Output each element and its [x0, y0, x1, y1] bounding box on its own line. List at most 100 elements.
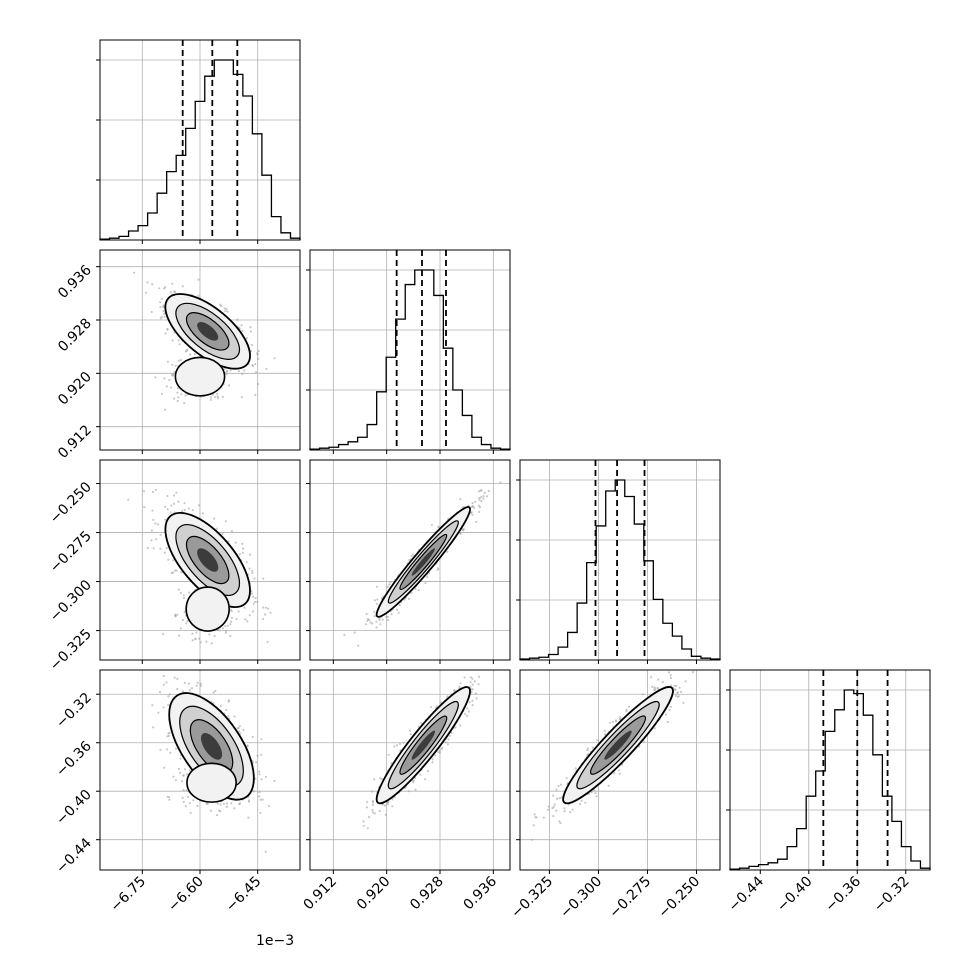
scatter-point — [222, 802, 225, 805]
scatter-point — [245, 337, 248, 340]
scatter-point — [237, 610, 240, 613]
scatter-point — [181, 618, 184, 622]
scatter-point — [436, 568, 439, 571]
scatter-point — [166, 494, 169, 498]
scatter-point — [249, 553, 252, 556]
scatter-point — [373, 610, 376, 613]
scatter-point — [182, 800, 185, 804]
panel-frame — [729, 669, 931, 871]
scatter-point — [225, 370, 228, 373]
scatter-point — [213, 517, 216, 520]
scatter-point — [162, 706, 165, 709]
scatter-point — [181, 690, 185, 693]
scatter-point — [388, 583, 391, 586]
density-contour — [411, 548, 435, 576]
scatter-point — [580, 799, 583, 802]
scatter-point — [378, 617, 381, 620]
scatter-point — [146, 281, 149, 284]
scatter-point — [251, 735, 254, 739]
scatter-point — [471, 683, 474, 686]
scatter-point — [162, 309, 165, 313]
density-contour — [197, 322, 219, 341]
x-tick-label: −0.325 — [508, 874, 556, 922]
scatter-point — [165, 547, 168, 550]
y-tick-label: −0.44 — [53, 835, 95, 877]
histogram-step — [519, 479, 721, 660]
scatter-point — [479, 664, 481, 666]
scatter-point — [249, 330, 252, 333]
scatter-point — [258, 773, 261, 776]
x-tick-label: −0.44 — [725, 873, 767, 915]
scatter-point — [152, 547, 155, 550]
scatter-point — [236, 318, 239, 321]
scatter-point — [424, 778, 427, 781]
scatter-point — [251, 365, 254, 368]
scatter-point — [248, 799, 251, 802]
scatter-point — [159, 301, 162, 304]
scatter-point — [158, 691, 162, 694]
scatter-point — [169, 751, 172, 754]
scatter-point — [172, 502, 176, 505]
scatter-point — [185, 622, 188, 625]
panel-contents — [133, 271, 276, 411]
scatter-point — [163, 377, 166, 380]
scatter-point — [574, 767, 577, 770]
scatter-point — [154, 522, 157, 525]
scatter-point — [127, 498, 130, 501]
scatter-point — [478, 496, 481, 500]
scatter-panel-3-1: −0.325−0.300−0.275−0.250 — [47, 459, 301, 674]
scatter-point — [255, 761, 258, 764]
scatter-point — [480, 500, 483, 503]
scatter-point — [172, 397, 176, 400]
scatter-point — [434, 754, 437, 757]
scatter-point — [214, 689, 217, 693]
scatter-point — [180, 571, 183, 574]
x-tick-label: −6.45 — [223, 874, 265, 916]
scatter-point — [257, 383, 260, 386]
panel-frame — [99, 249, 301, 451]
scatter-point — [252, 610, 255, 613]
scatter-point — [471, 704, 474, 707]
x-tick-label: −6.75 — [107, 874, 149, 916]
scatter-point — [192, 799, 195, 802]
scatter-point — [412, 553, 415, 556]
scatter-point — [383, 804, 387, 807]
x-tick-label: 0.936 — [460, 873, 500, 913]
scatter-point — [225, 373, 228, 376]
scatter-point — [168, 693, 172, 696]
scatter-point — [188, 769, 191, 772]
scatter-point — [246, 620, 249, 623]
scatter-point — [159, 306, 162, 309]
scatter-point — [227, 715, 230, 718]
scatter-point — [183, 611, 186, 614]
scatter-point — [391, 798, 394, 801]
scatter-point — [269, 611, 272, 614]
scatter-point — [453, 689, 456, 692]
scatter-point — [267, 607, 270, 610]
x-tick-label: −0.300 — [557, 874, 605, 922]
scatter-point — [559, 822, 562, 825]
density-contour-tail — [185, 586, 230, 632]
scatter-point — [261, 617, 264, 621]
scatter-point — [167, 732, 170, 735]
scatter-point — [240, 396, 243, 399]
scatter-point — [257, 350, 260, 353]
scatter-point — [475, 697, 478, 700]
scatter-point — [173, 290, 176, 293]
scatter-point — [431, 761, 434, 764]
scatter-point — [667, 671, 671, 674]
scatter-point — [186, 795, 190, 798]
scatter-point — [221, 395, 224, 398]
scatter-point — [376, 598, 379, 601]
scatter-point — [254, 363, 257, 366]
scatter-point — [471, 699, 474, 703]
scatter-point — [189, 811, 192, 815]
scatter-point — [407, 790, 410, 793]
scatter-point — [213, 634, 216, 638]
scatter-point — [209, 396, 213, 399]
scatter-point — [163, 551, 166, 554]
scatter-point — [198, 637, 201, 640]
scatter-point — [176, 613, 179, 616]
scatter-point — [164, 408, 167, 411]
scatter-point — [238, 553, 242, 556]
